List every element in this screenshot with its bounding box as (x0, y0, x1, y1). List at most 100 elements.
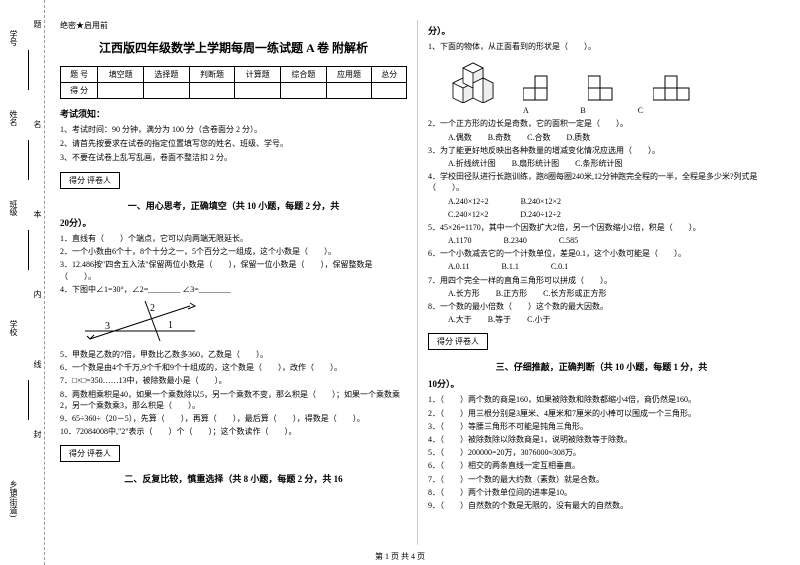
section3-title: 三、仔细推敲，正确判断（共 10 小题，每题 1 分，共 (428, 360, 775, 373)
s3q2: 2．（ ）用三根分别是3厘米、4厘米和7厘米的小棒可以围成一个三角形。 (428, 408, 775, 419)
angle-diagram: 3 2 1 (80, 301, 200, 341)
side-char: 内 (32, 290, 43, 298)
security-tag: 绝密★启用前 (60, 20, 407, 31)
s3q4: 4．（ ）被除数除以除数商是1，说明被除数等于除数。 (428, 434, 775, 445)
s2q4: 4．学校田径队进行长跑训练，跑8圈每圈240米,12分钟跑完全程的一半，全程是多… (428, 171, 775, 193)
binding-line (28, 140, 29, 180)
s2q8opts: A.大于 B.等于 C.小于 (448, 314, 775, 325)
s2q7: 7．用四个完全一样的直角三角形可以拼成（ ）。 (428, 275, 775, 286)
td: 得 分 (61, 83, 98, 99)
s2q2: 2．一个正方形的边长是奇数，它的面积一定是（ ）。 (428, 118, 775, 129)
score-label: 得分 (69, 449, 85, 458)
score-reviewer-box: 得分 评卷人 (428, 333, 488, 350)
reviewer-label: 评卷人 (87, 449, 111, 458)
binding-line (28, 380, 29, 420)
td (189, 83, 235, 99)
angle-2: 2 (150, 303, 155, 314)
notice-item: 2、请首先按要求在试卷的指定位置填写您的姓名、班级、学号。 (60, 138, 407, 149)
s2q6opts: A.0.11 B.1.1 C.0.1 (448, 261, 775, 272)
q3: 3．12.486按"四舍五入法"保留两位小数是（ ），保留一位小数是（ ），保留… (60, 259, 407, 281)
s2q3: 3．为了能更好地反映出各种数量的增减变化情况应选用（ ）。 (428, 145, 775, 156)
side-char: 题 (32, 20, 43, 28)
section3-title-b: 10分）。 (428, 377, 775, 390)
s2q6: 6．一个小数减去它的一个计数单位，差是0.1，这个小数可能是（ ）。 (428, 248, 775, 259)
q8: 8．两数相乘积是40，如果一个乘数除以5，另一个乘数不变，那么积是（ ）；如果一… (60, 389, 407, 411)
s3q1: 1．（ ）两个数的商是160，如果被除数和除数都缩小4倍，商仍然是160。 (428, 394, 775, 405)
notice-item: 3、不要在试卷上乱写乱画，卷面不整洁扣 2 分。 (60, 152, 407, 163)
th: 总分 (372, 67, 407, 83)
binding-label: 班级 (8, 200, 19, 216)
reviewer-label: 评卷人 (455, 337, 479, 346)
s3q7: 7．（ ）一个数的最大约数（素数）就是合数。 (428, 474, 775, 485)
q1: 1．直线有（ ）个端点，它可以向两端无限延长。 (60, 233, 407, 244)
blocks-diagram (448, 58, 775, 103)
th: 判断题 (189, 67, 235, 83)
q4: 4．下图中∠1=30°，∠2=________ ∠3=________ (60, 284, 407, 295)
side-char: 线 (32, 360, 43, 368)
notice-item: 1、考试时间：90 分钟，满分为 100 分（含卷面分 2 分）。 (60, 124, 407, 135)
side-char: 封 (32, 430, 43, 438)
section2-title: 二、反复比较，慎重选择（共 8 小题，每题 2 分，共 16 (60, 472, 407, 485)
q5: 5．甲数是乙数的7倍，甲数比乙数多360，乙数是（ ）。 (60, 349, 407, 360)
right-column: 分）。 1、下面的物体，从正面看到的形状是（ ）。 A B C 2．一个正方形的… (418, 20, 785, 545)
td (235, 83, 281, 99)
th: 综合题 (281, 67, 327, 83)
binding-line (28, 230, 29, 270)
s2q7opts: A.长方形 B.正方形 C.长方形或正方形 (448, 288, 775, 299)
block-labels: A B C (448, 105, 775, 116)
q9: 9．65÷360÷（20－5），先算（ ），再算（ ），最后算（ ），得数是（ … (60, 413, 407, 424)
score-reviewer-box: 得分 评卷人 (60, 172, 120, 189)
td (144, 83, 190, 99)
td (326, 83, 372, 99)
option-a-icon (523, 73, 563, 103)
s2q4opts1: A.240×12÷2 B.240×12×2 (448, 196, 775, 207)
score-table: 题 号 填空题 选择题 判断题 计算题 综合题 应用题 总分 得 分 (60, 66, 407, 99)
th: 题 号 (61, 67, 98, 83)
score-label: 得分 (69, 176, 85, 185)
score-reviewer-box: 得分 评卷人 (60, 445, 120, 462)
s2q2opts: A.偶数 B.奇数 C.合数 D.质数 (448, 132, 775, 143)
exam-title: 江西版四年级数学上学期每周一练试题 A 卷 附解析 (60, 39, 407, 56)
binding-label: 学校 (8, 320, 19, 336)
notice-title: 考试须知： (60, 107, 407, 120)
s2q5opts: A.1170 B.2340 C.585 (448, 235, 775, 246)
th: 应用题 (326, 67, 372, 83)
angle-3: 3 (105, 321, 110, 332)
binding-label: 学号 (8, 30, 19, 46)
q6: 6．一个数是由4个千万,9个千和9个十组成的，这个数是（ ），改作（ ）。 (60, 362, 407, 373)
s2q3opts: A.折线统计图 B.扇形统计图 C.条形统计图 (448, 158, 775, 169)
s2q1: 1、下面的物体，从正面看到的形状是（ ）。 (428, 41, 775, 52)
s3q9: 9．（ ）自然数的个数是无限的，没有最大的自然数。 (428, 500, 775, 511)
s2q8: 8．一个数的最小倍数（ ）这个数的最大因数。 (428, 301, 775, 312)
section1-title: 一、用心思考，正确填空（共 10 小题，每题 2 分，共 (60, 199, 407, 212)
s3q6: 6．（ ）相交的两条直线一定互相垂直。 (428, 460, 775, 471)
left-column: 绝密★启用前 江西版四年级数学上学期每周一练试题 A 卷 附解析 题 号 填空题… (50, 20, 418, 545)
th: 选择题 (144, 67, 190, 83)
s2q4opts2: C.240×12×2 D.240÷12÷2 (448, 209, 775, 220)
td (281, 83, 327, 99)
reviewer-label: 评卷人 (87, 176, 111, 185)
td (98, 83, 144, 99)
score-label: 得分 (437, 337, 453, 346)
s3q3: 3．（ ）等腰三角形不可能是钝角三角形。 (428, 421, 775, 432)
angle-1: 1 (168, 320, 173, 331)
q7: 7．□×□=350……13中，被除数最小是（ ）。 (60, 375, 407, 386)
section1-title-b: 20分）。 (60, 216, 407, 229)
binding-label: 乡镇(街道) (8, 480, 19, 517)
cube-stack-icon (448, 58, 498, 103)
s2q5: 5．45×26=1170，其中一个因数扩大2倍，另一个因数缩小2倍，积是（ ）。 (428, 222, 775, 233)
binding-line (28, 50, 29, 90)
binding-margin: 学号 姓名 班级 学校 乡镇(街道) 题 名 本 内 线 封 (0, 0, 45, 565)
page-content: 绝密★启用前 江西版四年级数学上学期每周一练试题 A 卷 附解析 题 号 填空题… (0, 0, 800, 555)
td (372, 83, 407, 99)
side-char: 名 (32, 120, 43, 128)
option-b-icon (588, 73, 628, 103)
q2: 2．一个小数由6个十，8个十分之一，5个百分之一组成，这个小数是（ ）。 (60, 246, 407, 257)
q10: 10．72084008中,"2"表示（ ）个（ ）；这个数读作（ ）。 (60, 426, 407, 437)
th: 填空题 (98, 67, 144, 83)
page-footer: 第 1 页 共 4 页 (0, 551, 800, 562)
s3q8: 8．（ ）两个计数单位间的进率是10。 (428, 487, 775, 498)
s3q5: 5．（ ）200000=20万，3076000≈308万。 (428, 447, 775, 458)
th: 计算题 (235, 67, 281, 83)
section2-title-b: 分）。 (428, 24, 775, 37)
